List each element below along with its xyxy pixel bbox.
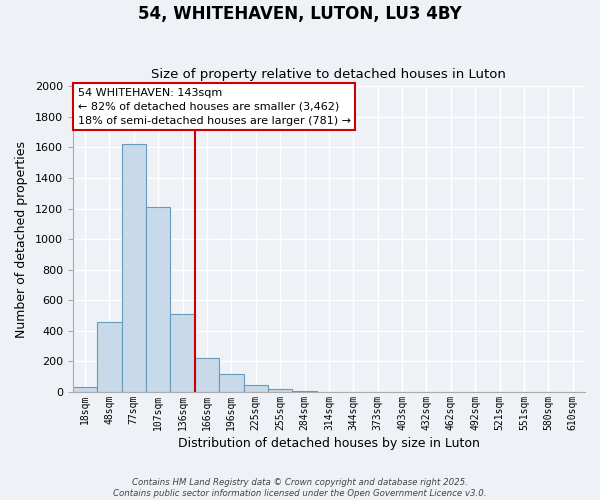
Bar <box>219 374 244 392</box>
X-axis label: Distribution of detached houses by size in Luton: Distribution of detached houses by size … <box>178 437 480 450</box>
Text: 54 WHITEHAVEN: 143sqm
← 82% of detached houses are smaller (3,462)
18% of semi-d: 54 WHITEHAVEN: 143sqm ← 82% of detached … <box>78 88 351 126</box>
Bar <box>244 385 268 392</box>
Text: Contains HM Land Registry data © Crown copyright and database right 2025.
Contai: Contains HM Land Registry data © Crown c… <box>113 478 487 498</box>
Bar <box>268 390 292 392</box>
Text: 54, WHITEHAVEN, LUTON, LU3 4BY: 54, WHITEHAVEN, LUTON, LU3 4BY <box>138 5 462 23</box>
Bar <box>97 322 122 392</box>
Bar <box>73 386 97 392</box>
Y-axis label: Number of detached properties: Number of detached properties <box>15 140 28 338</box>
Bar <box>122 144 146 392</box>
Bar <box>195 358 219 392</box>
Title: Size of property relative to detached houses in Luton: Size of property relative to detached ho… <box>151 68 506 81</box>
Bar <box>170 314 195 392</box>
Bar <box>146 207 170 392</box>
